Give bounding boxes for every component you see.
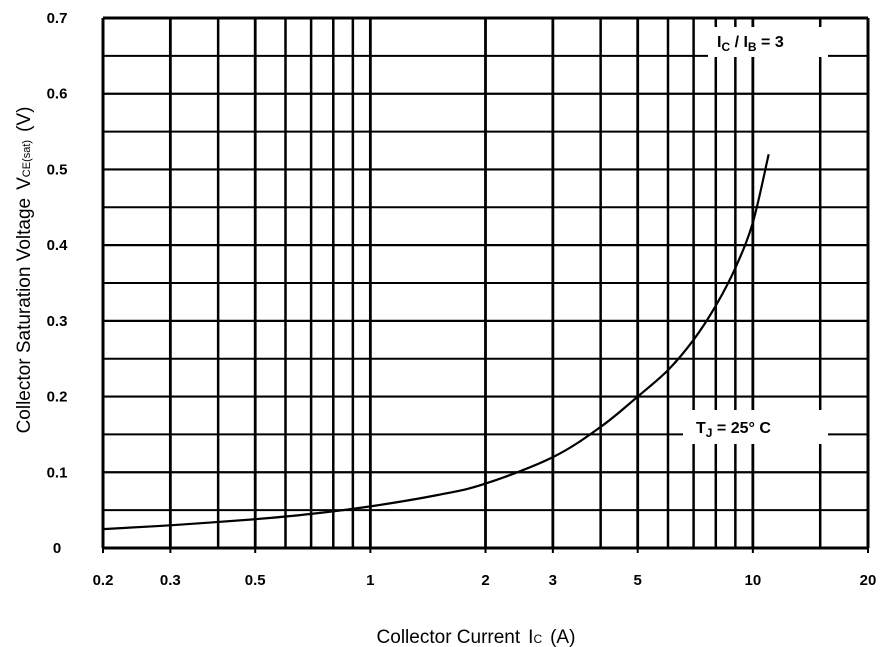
x-axis-label: Collector Current [377,627,521,647]
annotation-ratio-sub2: B [748,40,757,54]
annotation-ratio-main: I [717,34,721,51]
y-tick-label: 0.4 [47,237,69,254]
curve-layer [102,154,770,531]
annotation-box-temp [683,410,828,444]
y-axis-title: Collector Saturation Voltage VCE(sat) (V) [14,107,35,434]
x-tick-label: 10 [745,572,762,589]
y-tick-label: 0.6 [47,86,68,103]
y-tick-label: 0 [53,540,61,557]
y-tick-label: 0.1 [47,464,68,481]
y-axis-symbol-sub: CE(sat) [21,140,33,177]
annotation-temp-tail: = 25° C [712,420,771,437]
x-tick-label: 0.3 [160,572,181,589]
annotation-temp: TJ = 25° C [696,420,771,440]
annotation-temp-main: T [696,420,706,437]
y-tick-label: 0.2 [47,389,68,406]
annotation-box-ratio [708,27,828,57]
y-axis-label: Collector Saturation Voltage [14,198,35,434]
annotation-ratio: IC / IB = 3 [717,34,784,54]
x-axis-unit: (A) [550,627,575,647]
annotation-ratio-tail: = 3 [757,34,784,51]
annotation-ratio-sub1: C [721,40,730,54]
x-axis-symbol: I [528,627,533,647]
y-tick-label: 0.7 [47,10,68,27]
y-axis-unit: (V) [14,107,35,132]
annotation-layer: IC / IB = 3 TJ = 25° C [683,27,828,444]
x-tick-label: 5 [634,572,642,589]
annotation-temp-sub1: J [706,426,713,440]
y-tick-label: 0.3 [47,313,68,330]
axes [101,16,870,553]
tick-labels: 0.2 0.3 0.5 1 2 3 5 10 20 0 0.1 0.2 0.3 0.4 0.5 0.6 0.7 [47,10,877,589]
x-axis-symbol-sub: C [533,632,542,646]
annotation-ratio-mid: / I [730,34,748,51]
vce-sat-curve [102,154,770,531]
x-tick-label: 3 [549,572,557,589]
x-tick-label: 2 [481,572,489,589]
x-axis-title: Collector Current IC (A) [377,627,576,647]
x-tick-label: 1 [366,572,374,589]
x-tick-label: 0.5 [245,572,266,589]
x-tick-label: 0.2 [93,572,114,589]
x-tick-label: 20 [860,572,877,589]
y-axis-symbol: V [14,177,35,190]
y-tick-label: 0.5 [47,161,68,178]
